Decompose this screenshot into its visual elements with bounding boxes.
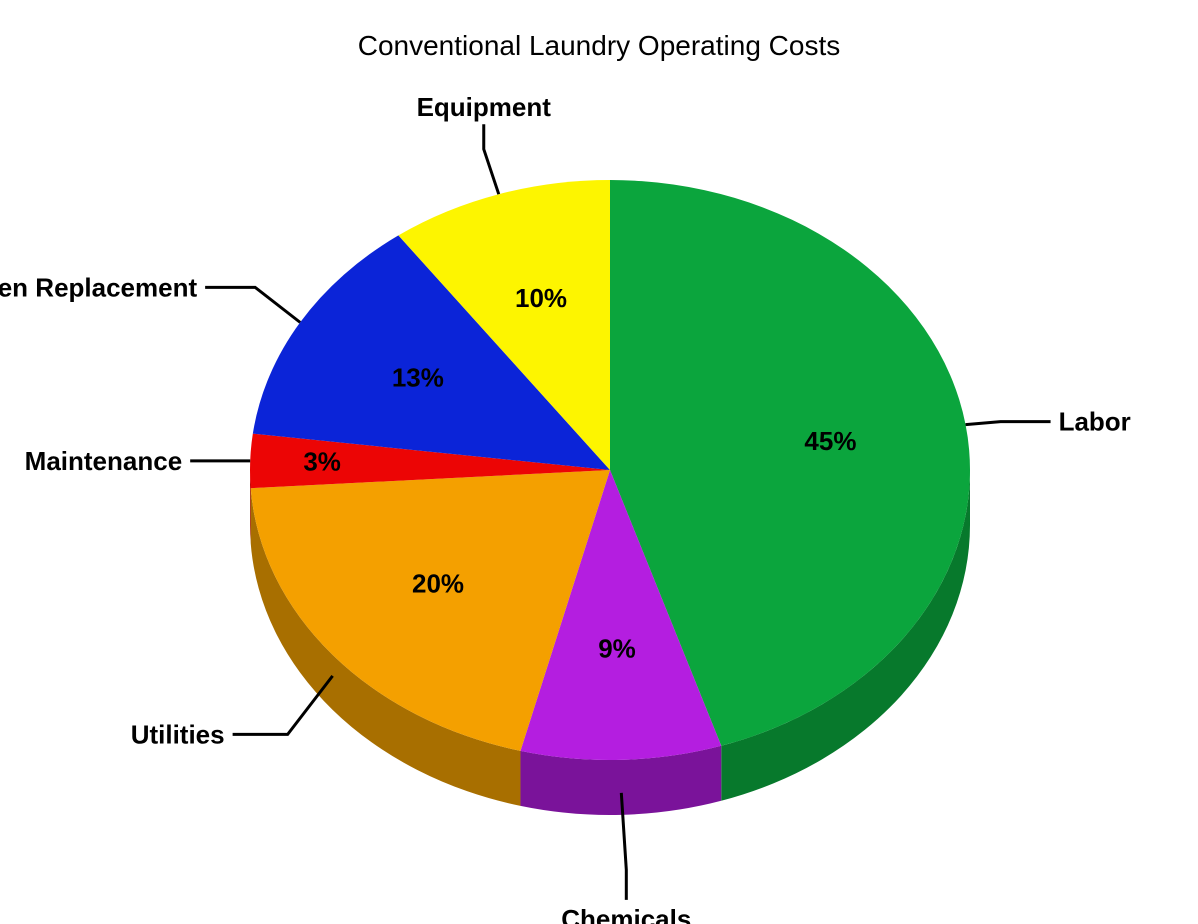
pie-percent-equipment: 10% [515, 283, 567, 313]
pie-percent-utilities: 20% [412, 569, 464, 599]
pie-percent-labor: 45% [804, 426, 856, 456]
pie-chart: Conventional Laundry Operating Costs 45%… [0, 0, 1198, 924]
pie-label-labor: Labor [1059, 407, 1131, 437]
pie-percent-chemicals: 9% [598, 634, 636, 664]
leader-equipment [484, 124, 499, 194]
leader-linen-replacement [205, 287, 300, 322]
pie-label-chemicals: Chemicals [561, 904, 691, 924]
pie-label-maintenance: Maintenance [25, 446, 183, 476]
leader-labor [966, 422, 1051, 425]
chart-title: Conventional Laundry Operating Costs [358, 30, 841, 61]
pie-percent-maintenance: 3% [303, 447, 341, 477]
pie-label-linen-replacement: Linen Replacement [0, 272, 197, 302]
pie-percent-linen-replacement: 13% [392, 362, 444, 392]
pie-label-utilities: Utilities [131, 719, 225, 749]
pie-label-equipment: Equipment [417, 92, 552, 122]
